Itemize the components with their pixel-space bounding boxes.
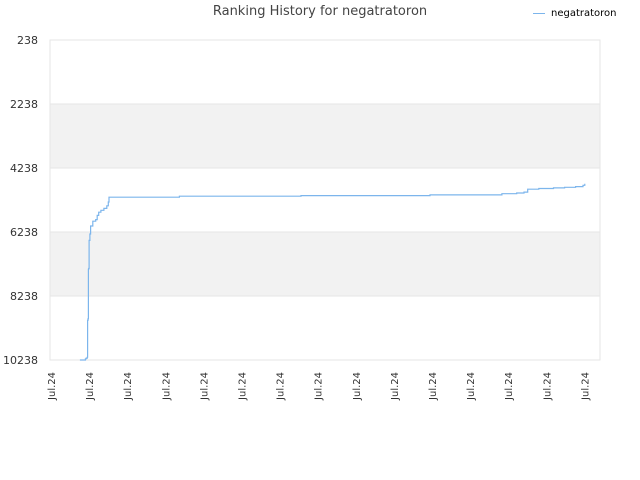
plot-band [50,232,600,296]
x-tick-label: Jul.24 [199,372,210,401]
plot-border [49,39,601,361]
series-line-negatratoron [79,183,586,361]
x-tick-label: Jul.24 [123,372,134,401]
x-tick-label: Jul.24 [390,372,401,401]
plot-band [50,104,600,168]
x-tick-label: Jul.24 [276,372,287,401]
y-tick-label: 238 [17,34,38,47]
legend-label: negatratoron [551,8,617,19]
x-tick-label: Jul.24 [542,372,553,401]
x-tick-label: Jul.24 [580,372,591,401]
legend-swatch [533,13,545,14]
x-tick-label: Jul.24 [161,372,172,401]
y-tick-label: 8238 [10,290,38,303]
x-tick-label: Jul.24 [314,372,325,401]
y-tick-label: 2238 [10,98,38,111]
y-tick-label: 4238 [10,162,38,175]
chart-title: Ranking History for negatratoron [212,4,428,19]
plot-band [50,168,600,232]
x-tick-label: Jul.24 [504,372,515,401]
x-tick-label: Jul.24 [238,372,249,401]
legend[interactable]: negatratoron [533,8,617,19]
plot-band [50,296,600,360]
y-tick-label: 6238 [10,226,38,239]
x-tick-label: Jul.24 [428,372,439,401]
y-tick-label: 10238 [3,354,38,367]
plot-band [50,40,600,104]
x-tick-label: Jul.24 [352,372,363,401]
x-tick-label: Jul.24 [466,372,477,401]
x-tick-label: Jul.24 [47,372,58,401]
x-tick-label: Jul.24 [85,372,96,401]
